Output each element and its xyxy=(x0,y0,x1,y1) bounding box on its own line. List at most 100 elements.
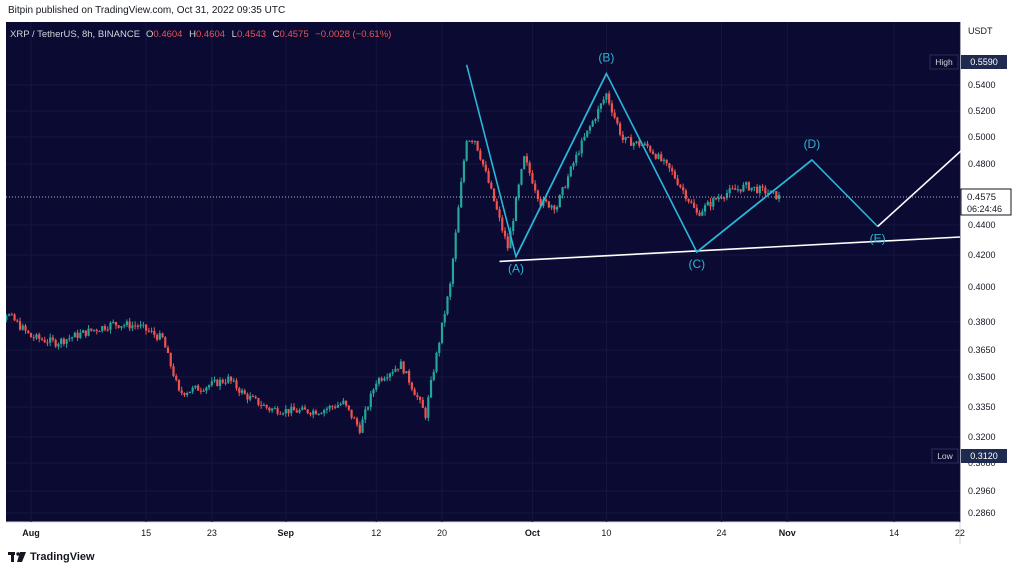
candle-body xyxy=(536,190,539,199)
candle-body xyxy=(309,413,312,415)
x-tick-label: 15 xyxy=(141,528,151,538)
candle-body xyxy=(482,159,485,165)
candle-body xyxy=(490,182,493,189)
tradingview-brand: TradingView xyxy=(30,551,95,563)
candle-body xyxy=(276,408,279,414)
candle-body xyxy=(49,337,52,343)
tradingview-logo[interactable]: TradingView xyxy=(8,551,95,563)
candle-body xyxy=(728,188,731,194)
candle-body xyxy=(709,201,712,207)
candle-body xyxy=(380,378,383,381)
projection-arrow-line xyxy=(877,136,977,228)
candle-body xyxy=(736,189,740,191)
candle-body xyxy=(454,232,457,259)
candle-body xyxy=(210,381,213,386)
candle-body xyxy=(512,220,515,232)
candle-body xyxy=(627,136,630,138)
candle-body xyxy=(558,195,561,208)
candle-body xyxy=(325,408,329,410)
candle-body xyxy=(643,143,646,146)
candle-body xyxy=(106,329,109,331)
candle-body xyxy=(139,324,142,327)
candle-body xyxy=(514,197,518,221)
y-tick-label: 0.4200 xyxy=(968,250,996,260)
x-tick-label: 10 xyxy=(601,528,611,538)
candle-body xyxy=(616,117,619,124)
axes: 0.5400 0.5200 0.5000 0.4800 0.4400 0.4200 0.40… xyxy=(22,80,995,538)
price-chart[interactable]: (A) (B) (C) (D) (E) 0.5400 0.5200 0.5000 0.4800… xyxy=(0,22,1018,544)
candle-body xyxy=(583,136,586,141)
candle-body xyxy=(197,385,200,391)
candle-body xyxy=(758,186,761,193)
candle-body xyxy=(292,406,296,411)
candle-body xyxy=(136,325,139,327)
candle-body xyxy=(21,325,24,330)
chart-area[interactable]: (A) (B) (C) (D) (E) 0.5400 0.5200 0.5000 0.4800… xyxy=(0,22,1018,544)
candle-body xyxy=(117,325,120,328)
candle-body xyxy=(317,413,320,415)
candle-body xyxy=(342,400,345,404)
candle-body xyxy=(734,188,737,190)
candle-body xyxy=(254,396,257,399)
candle-body xyxy=(208,385,211,388)
candle-body xyxy=(353,417,356,419)
high-badge: High 0.5590 xyxy=(929,54,1007,70)
candle-body xyxy=(347,405,350,410)
candle-body xyxy=(684,190,687,199)
candle-body xyxy=(32,337,35,339)
y-tick-label: 0.3350 xyxy=(968,402,996,412)
y-tick-label: 0.5400 xyxy=(968,80,996,90)
legend-c-label: C xyxy=(273,29,280,40)
candle-body xyxy=(68,338,71,340)
x-tick-label: 22 xyxy=(955,528,965,538)
candle-body xyxy=(328,406,331,409)
candle-body xyxy=(575,154,578,164)
candle-body xyxy=(503,230,507,237)
candle-body xyxy=(547,201,550,208)
candle-body xyxy=(350,409,353,418)
candle-body xyxy=(257,398,260,405)
legend-symbol: XRP / TetherUS, 8h, BINANCE xyxy=(10,29,140,40)
candle-body xyxy=(451,258,455,284)
candle-body xyxy=(175,376,178,380)
wave-label: (D) xyxy=(804,137,821,151)
candle-body xyxy=(410,382,413,390)
candle-body xyxy=(742,184,745,192)
candle-body xyxy=(692,202,696,208)
candle-body xyxy=(747,182,750,191)
candle-body xyxy=(180,390,183,394)
candle-body xyxy=(240,390,244,393)
candle-body xyxy=(723,197,726,199)
candle-body xyxy=(676,178,679,185)
candle-body xyxy=(654,154,657,159)
legend-o-label: O xyxy=(146,29,153,40)
legend-l-label: L xyxy=(232,29,237,40)
candle-body xyxy=(377,378,381,384)
candle-body xyxy=(673,171,676,179)
wave-label: (E) xyxy=(870,232,886,246)
candle-body xyxy=(375,383,378,390)
candle-body xyxy=(303,407,307,410)
candle-body xyxy=(95,329,98,332)
high-label: High xyxy=(935,57,953,67)
candle-body xyxy=(646,143,649,147)
candle-body xyxy=(334,406,337,408)
candle-body xyxy=(534,183,537,191)
candle-body xyxy=(260,404,263,406)
candle-body xyxy=(18,321,22,330)
candle-body xyxy=(120,326,123,328)
candle-body xyxy=(602,99,605,104)
candle-body xyxy=(671,168,674,172)
candle-body xyxy=(662,159,666,161)
candle-body xyxy=(364,409,367,420)
time-axis-panel xyxy=(6,522,960,544)
candle-body xyxy=(290,406,293,414)
candle-body xyxy=(361,419,364,433)
x-tick-label: 20 xyxy=(437,528,447,538)
candle-body xyxy=(731,188,734,190)
candle-body xyxy=(479,150,482,160)
candle-body xyxy=(227,376,230,383)
candle-body xyxy=(144,324,148,331)
candle-body xyxy=(314,410,318,415)
candle-body xyxy=(572,163,575,167)
